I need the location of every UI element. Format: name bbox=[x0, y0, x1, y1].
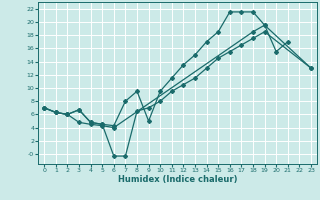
X-axis label: Humidex (Indice chaleur): Humidex (Indice chaleur) bbox=[118, 175, 237, 184]
